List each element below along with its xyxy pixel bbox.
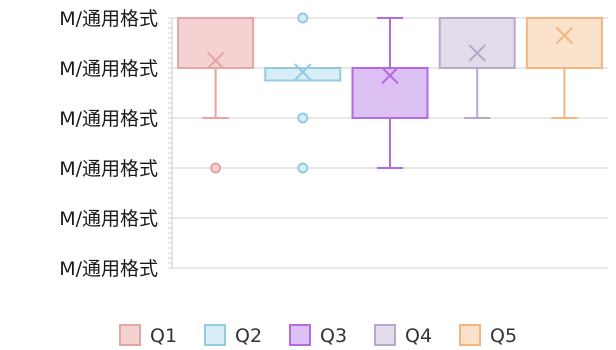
legend-label-q5: Q5	[490, 325, 517, 347]
mean-marker	[555, 26, 574, 45]
y-tick-label-0: M/通用格式	[59, 8, 158, 30]
legend-label-q4: Q4	[405, 325, 432, 347]
y-tick-label-4: M/通用格式	[59, 208, 158, 230]
outlier-point-2	[297, 162, 309, 174]
y-tick-label-1: M/通用格式	[59, 58, 158, 80]
y-tick-label-2: M/通用格式	[59, 108, 158, 130]
legend-label-q3: Q3	[320, 325, 347, 347]
y-axis-minor-ticks	[168, 17, 172, 269]
mean-marker	[381, 66, 399, 85]
legend: Q1 Q2 Q3 Q4 Q5	[119, 324, 517, 347]
y-axis-tick-labels: M/通用格式 M/通用格式 M/通用格式 M/通用格式 M/通用格式 M/通用格式	[59, 8, 158, 280]
legend-swatch-q3	[289, 324, 311, 346]
legend-swatch-q4	[374, 324, 396, 346]
box-q5	[525, 17, 603, 119]
box-body	[525, 17, 603, 69]
legend-label-q1: Q1	[150, 325, 177, 347]
box-q3	[351, 17, 429, 169]
mean-marker	[468, 44, 486, 62]
box-body	[438, 17, 516, 69]
outlier-point-1	[297, 112, 309, 124]
y-tick-label-3: M/通用格式	[59, 158, 158, 180]
mean-marker	[294, 63, 312, 81]
box-series	[177, 12, 603, 174]
box-q1	[177, 17, 255, 174]
box-q4	[438, 17, 516, 119]
mean-marker	[206, 51, 225, 70]
outlier-point-0	[297, 12, 309, 24]
y-tick-label-5: M/通用格式	[59, 258, 158, 280]
legend-label-q2: Q2	[235, 325, 262, 347]
outlier-point-0	[210, 162, 222, 174]
legend-swatch-q1	[119, 324, 141, 346]
box-body	[264, 67, 342, 82]
legend-swatch-q5	[459, 324, 481, 346]
legend-swatch-q2	[204, 324, 226, 346]
box-q2	[264, 12, 342, 174]
